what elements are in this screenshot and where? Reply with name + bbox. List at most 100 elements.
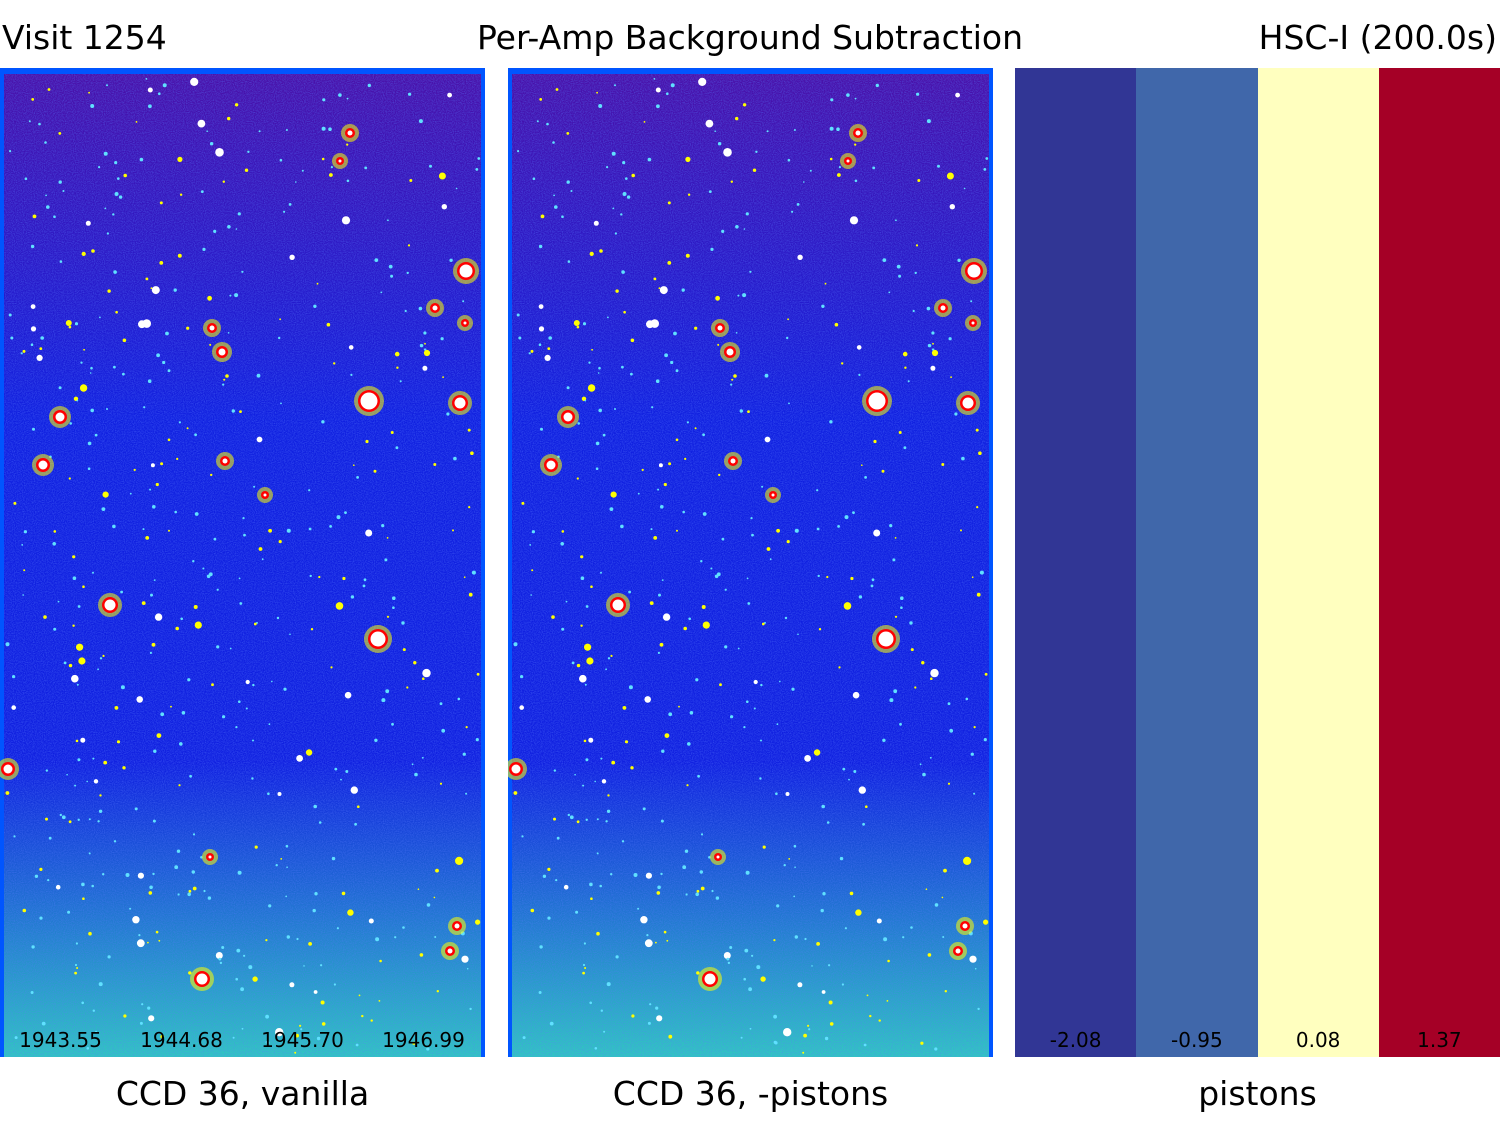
star-dot	[794, 528, 799, 533]
star-dot	[278, 336, 281, 340]
star-dot	[687, 193, 691, 196]
star-dot	[32, 427, 35, 431]
star-dot	[333, 362, 336, 365]
star-dot	[72, 555, 76, 559]
star-dot	[75, 739, 79, 743]
star-dot	[894, 537, 897, 539]
bright-source-core	[222, 458, 228, 464]
star-dot	[150, 463, 155, 468]
star-dot	[653, 277, 657, 281]
star-dot	[863, 1043, 867, 1047]
star-dot	[724, 588, 727, 591]
star-dot	[194, 433, 198, 437]
star-dot	[213, 229, 217, 233]
star-dot	[719, 683, 722, 687]
star-dot	[155, 930, 159, 934]
star-dot	[685, 893, 688, 896]
star-dot	[330, 166, 333, 169]
star-dot	[900, 606, 903, 609]
star-dot	[737, 294, 740, 297]
star-dot	[392, 606, 395, 609]
star-dot	[159, 201, 163, 205]
star-dot	[644, 696, 651, 703]
star-dot	[518, 336, 522, 340]
star-dot	[582, 784, 585, 787]
star-dot	[301, 169, 304, 172]
star-dot	[591, 348, 593, 351]
piston-value-2: -0.95	[1171, 1028, 1223, 1052]
star-dot	[694, 326, 698, 330]
star-dot	[561, 530, 565, 533]
star-dot	[717, 343, 720, 346]
star-dot	[793, 129, 796, 131]
star-dot	[882, 258, 887, 262]
star-dot	[419, 953, 424, 957]
star-dot	[285, 129, 288, 131]
star-dot	[80, 737, 86, 743]
star-dot	[683, 626, 687, 631]
star-dot	[520, 675, 524, 679]
star-dot	[902, 936, 905, 939]
star-dot	[858, 373, 861, 376]
amp-value-1: 1943.55	[19, 1028, 102, 1052]
star-dot	[930, 365, 936, 371]
star-dot	[10, 336, 14, 340]
star-dot	[367, 83, 371, 88]
star-dot	[899, 722, 902, 726]
star-dot	[651, 406, 654, 409]
star-dot	[743, 977, 746, 981]
star-dot	[279, 318, 281, 321]
star-dot	[786, 336, 789, 340]
star-dot	[43, 615, 47, 619]
star-dot	[660, 819, 664, 823]
star-dot	[187, 678, 191, 682]
star-dot	[132, 916, 140, 924]
star-dot	[949, 204, 955, 210]
star-dot	[235, 228, 238, 230]
star-dot	[41, 1021, 46, 1026]
star-dot	[561, 627, 565, 631]
star-dot	[90, 408, 94, 413]
star-dot	[235, 977, 238, 981]
star-dot	[853, 770, 857, 773]
star-dot	[718, 473, 721, 477]
star-dot	[278, 540, 282, 544]
star-dot	[821, 304, 825, 308]
star-dot	[655, 379, 660, 384]
star-dot	[941, 896, 944, 899]
star-dot	[668, 712, 673, 717]
star-dot	[118, 195, 123, 199]
star-dot	[13, 501, 17, 505]
star-dot	[661, 579, 664, 581]
star-dot	[678, 705, 680, 708]
star-dot	[252, 683, 255, 687]
star-dot	[714, 130, 716, 132]
star-dot	[773, 1014, 777, 1019]
star-dot	[588, 361, 591, 364]
star-dot	[947, 702, 951, 706]
star-dot	[467, 428, 471, 432]
bright-source-core	[971, 321, 975, 325]
star-dot	[689, 711, 694, 715]
star-dot	[336, 927, 339, 930]
star-dot	[188, 971, 192, 975]
star-dot	[406, 271, 409, 275]
star-dot	[81, 882, 85, 887]
star-dot	[930, 677, 933, 680]
star-dot	[147, 941, 149, 944]
star-dot	[700, 833, 704, 836]
star-dot	[219, 961, 223, 965]
star-dot	[102, 654, 105, 658]
star-dot	[723, 148, 732, 157]
star-dot	[813, 749, 821, 756]
star-dot	[661, 749, 665, 753]
star-dot	[74, 322, 79, 326]
star-dot	[237, 212, 241, 216]
star-dot	[883, 937, 888, 942]
star-dot	[414, 772, 418, 777]
star-dot	[441, 204, 447, 210]
star-dot	[243, 954, 246, 957]
star-dot	[600, 1009, 603, 1012]
star-dot	[388, 264, 393, 269]
star-dot	[45, 769, 48, 772]
